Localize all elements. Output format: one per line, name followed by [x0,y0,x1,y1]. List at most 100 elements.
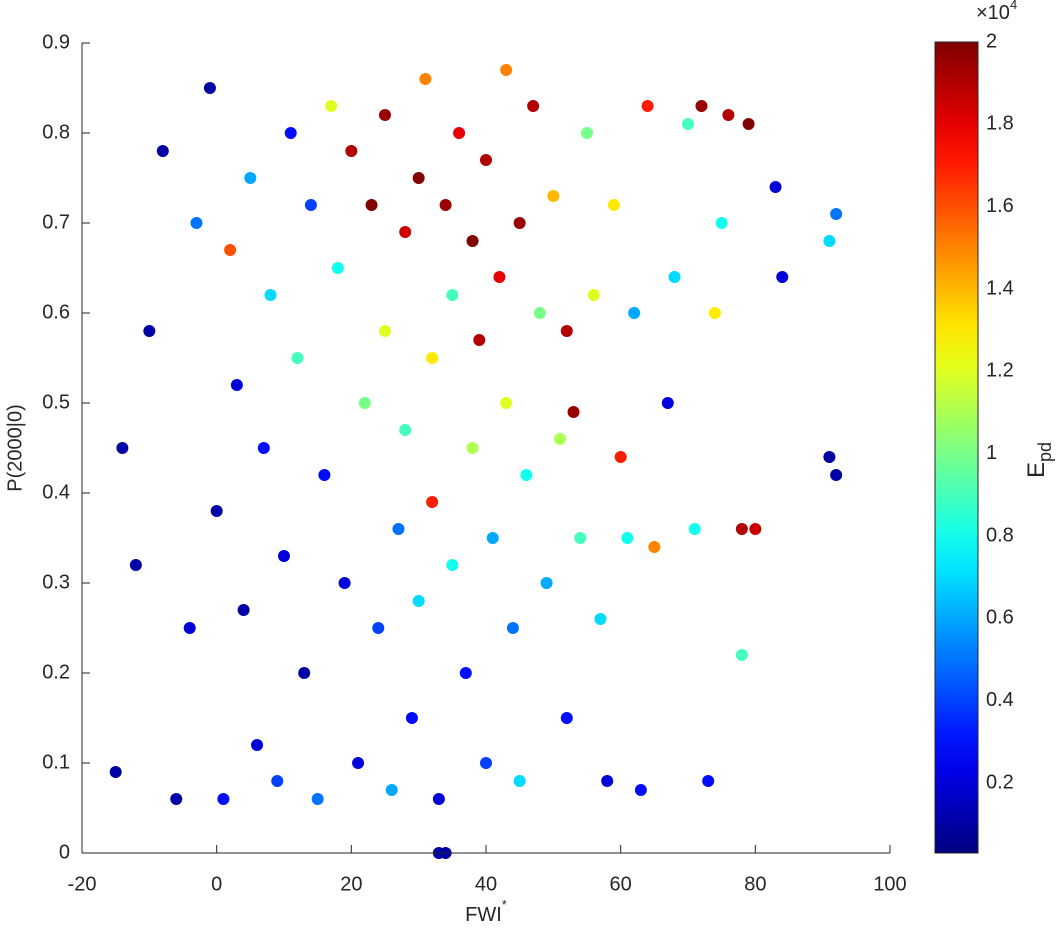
point [446,559,459,571]
point [634,784,647,796]
colorbar-label-subscript: pd [1035,442,1055,462]
point [668,271,681,283]
point [493,271,506,283]
point [217,793,230,805]
point [298,667,311,679]
point [682,118,694,130]
x-tick-label: 20 [340,873,362,895]
point [661,397,674,409]
point [567,406,580,418]
colorbar [934,41,979,854]
point [769,181,782,193]
point [554,433,567,445]
colorbar-label-text: E [1023,462,1050,478]
colorbar-tick-label: 1.6 [986,195,1014,217]
point [506,622,519,634]
point [318,469,331,481]
point [547,190,560,202]
point [574,532,587,544]
y-tick-label: 0.3 [42,571,70,593]
point [257,442,270,454]
point [264,289,277,301]
point [116,442,129,454]
point [399,226,412,238]
y-tick-label: 0.5 [42,391,70,413]
point [581,127,593,139]
y-axis-label: P(2000|0) [4,404,26,491]
x-tick-label: 80 [744,873,766,895]
colorbar-tick-label: 0.4 [986,689,1014,711]
point [331,262,344,274]
point [520,469,533,481]
colorbar-tick-label: 1.2 [986,360,1014,382]
x-label-text: FWI [465,904,502,926]
point [527,100,540,112]
multiplier-text: ×10 [976,2,1010,24]
colorbar-tick-label: 1.4 [986,277,1014,299]
colorbar-tick-label: 0.6 [986,607,1014,629]
point [109,766,122,778]
point [405,712,418,724]
y-tick-label: 0.7 [42,211,70,233]
point [291,352,304,364]
point [715,217,728,229]
point [432,793,445,805]
point [735,649,748,661]
point [251,739,264,751]
point [412,172,425,184]
point [486,532,499,544]
point [338,577,351,589]
point [621,532,634,544]
colorbar-tick-label: 0.2 [986,771,1014,793]
point [513,217,526,229]
point [587,289,600,301]
multiplier-exponent: 4 [1010,0,1017,12]
y-tick-label: 0.4 [42,481,70,503]
x-tick-label: 0 [211,873,222,895]
point [170,793,183,805]
point [641,100,654,112]
point [379,109,391,121]
point [385,784,398,796]
point [607,199,620,211]
point [237,604,250,616]
point [742,118,755,130]
point [419,73,432,85]
point [439,199,452,211]
points [109,64,843,859]
x-tick-label: 60 [610,873,632,895]
x-axis-label: FWI* [465,897,507,926]
point [203,82,216,94]
colorbar-label: Epd [1023,442,1054,478]
point [358,397,371,409]
point [688,523,701,535]
point [500,397,513,409]
point [823,451,836,463]
point [473,334,486,346]
point [459,667,472,679]
point [143,325,156,337]
point [352,757,365,769]
point [560,712,573,724]
point [749,523,762,535]
axes: 0.2 0.4 0.6 0.8 1 1.2 1.4 1.6 1.8 2 -20 0 20 40 60 80 10… [42,30,1014,895]
point [500,64,513,76]
point [648,541,661,553]
point [372,622,385,634]
point [823,235,836,247]
point [830,208,843,220]
point [695,100,708,112]
point [426,496,439,508]
point [735,523,748,535]
point [278,550,290,562]
point [311,793,324,805]
point [392,523,405,535]
point [446,289,459,301]
point [601,775,614,787]
point [560,325,573,337]
point [614,451,627,463]
colorbar-tick-label: 1 [986,442,997,464]
point [183,622,196,634]
point [426,352,439,364]
